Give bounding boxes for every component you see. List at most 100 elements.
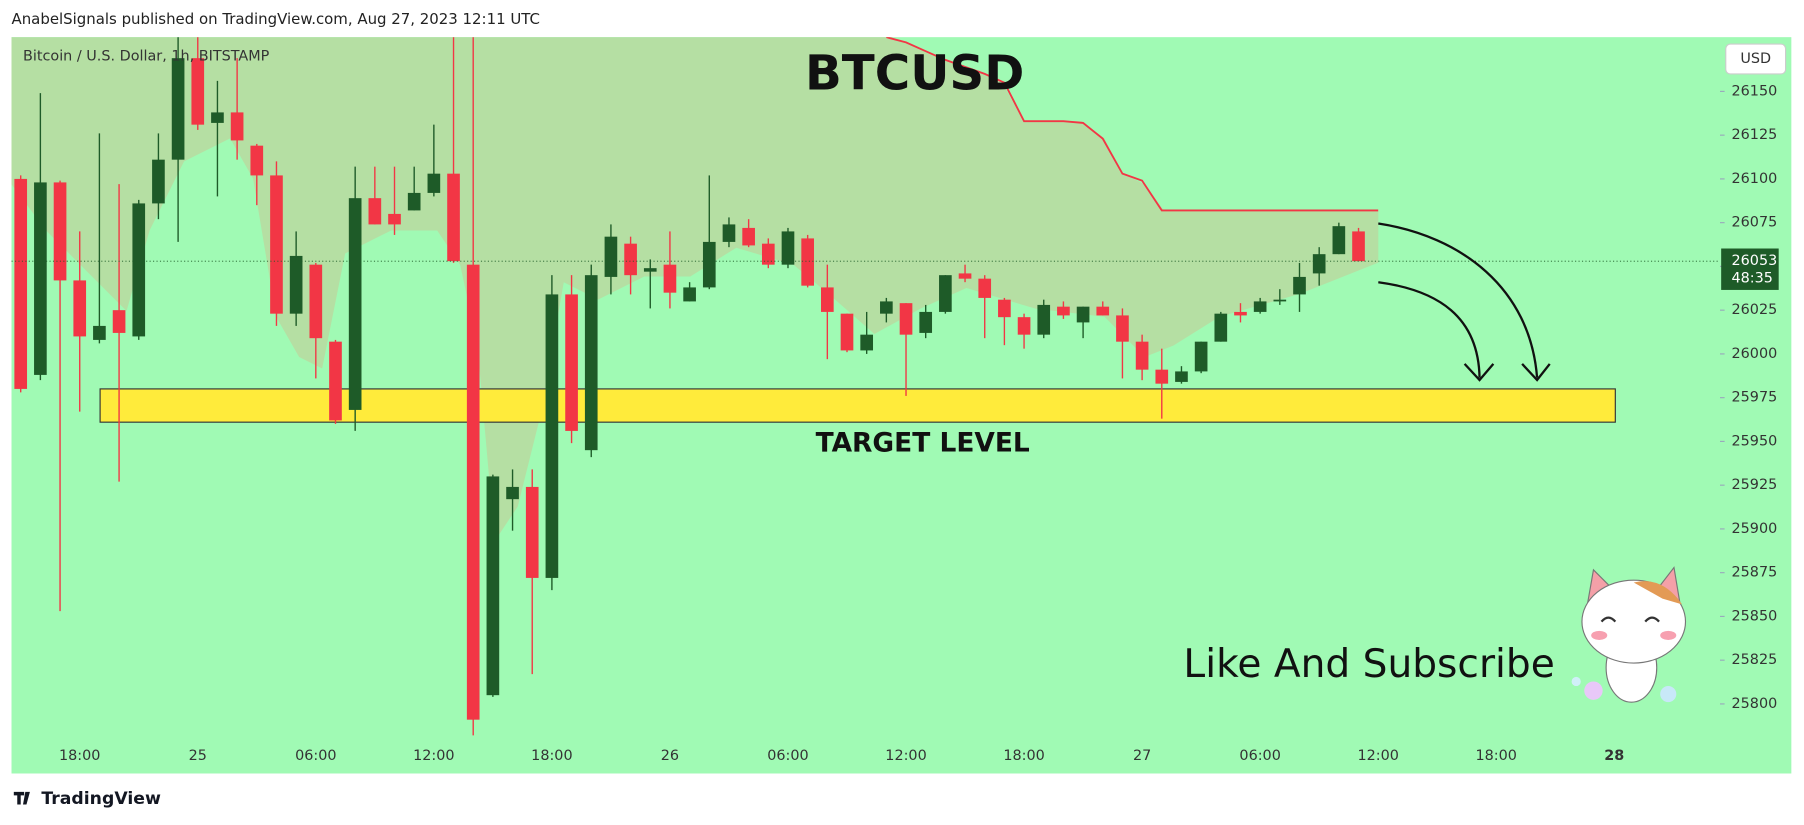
x-tick-label: 25 bbox=[189, 748, 207, 764]
candle-body bbox=[525, 486, 539, 578]
indicator-line bbox=[886, 37, 1379, 212]
candle-body bbox=[53, 182, 67, 281]
candle-body bbox=[1096, 306, 1110, 316]
candle-body bbox=[958, 273, 972, 279]
indicator-band bbox=[11, 37, 1379, 542]
candle-body bbox=[1312, 254, 1326, 274]
x-tick-label: 12:00 bbox=[1357, 748, 1398, 764]
x-tick-label: 18:00 bbox=[1476, 748, 1517, 764]
candle-body bbox=[663, 264, 677, 293]
candle-body bbox=[486, 476, 500, 696]
currency-box bbox=[1725, 43, 1787, 75]
candle-body bbox=[329, 341, 342, 421]
y-tick-label: 25900 bbox=[1732, 521, 1778, 537]
candle-body bbox=[939, 275, 952, 312]
sticker bbox=[1571, 566, 1687, 703]
candle-body bbox=[899, 303, 913, 335]
candle-body bbox=[1037, 304, 1051, 335]
price-box bbox=[1721, 248, 1779, 290]
candle-body bbox=[702, 241, 716, 288]
candle-body bbox=[1017, 317, 1031, 335]
x-tick-label: 28 bbox=[1604, 748, 1624, 764]
candle-body bbox=[1332, 226, 1346, 255]
y-tick-label: 25825 bbox=[1732, 652, 1778, 668]
candle-body bbox=[860, 334, 874, 351]
candle-body bbox=[1076, 306, 1090, 323]
currency-label: USD bbox=[1740, 51, 1771, 67]
x-tick-label: 18:00 bbox=[59, 748, 100, 764]
candle-body bbox=[821, 287, 834, 312]
arrows bbox=[1378, 222, 1551, 382]
candle-body bbox=[230, 112, 244, 141]
candle-body bbox=[506, 486, 519, 500]
candle-body bbox=[1155, 369, 1169, 384]
candle-body bbox=[93, 325, 106, 340]
candle-body bbox=[1234, 311, 1247, 316]
target-label: TARGET LEVEL bbox=[816, 428, 1030, 459]
x-tick-label: 12:00 bbox=[885, 748, 926, 764]
candle-body bbox=[211, 112, 224, 123]
candle-body bbox=[289, 255, 303, 314]
plot-layer bbox=[11, 37, 1721, 736]
candle-body bbox=[1135, 341, 1149, 370]
annotation: Like And Subscribe bbox=[1183, 642, 1554, 687]
candle-body bbox=[998, 299, 1011, 318]
candle-body bbox=[1253, 301, 1267, 312]
y-tick-label: 26100 bbox=[1732, 171, 1778, 187]
candle-body bbox=[761, 243, 775, 265]
candle-body bbox=[309, 264, 323, 339]
candle-body bbox=[348, 198, 362, 410]
candle-body bbox=[683, 287, 696, 302]
candle-body bbox=[801, 238, 814, 286]
candle-body bbox=[624, 243, 637, 276]
footer-brand: TradingView bbox=[41, 789, 161, 809]
candle-body bbox=[978, 278, 992, 298]
x-tick-label: 06:00 bbox=[1239, 748, 1280, 764]
candle-body bbox=[368, 198, 382, 225]
y-tick-label: 26000 bbox=[1732, 346, 1778, 362]
y-tick-label: 26075 bbox=[1732, 215, 1778, 231]
candle-body bbox=[1057, 306, 1070, 316]
arrowhead bbox=[1521, 363, 1551, 382]
x-tick-label: 27 bbox=[1133, 748, 1151, 764]
candle-body bbox=[270, 175, 283, 314]
candle-body bbox=[152, 159, 165, 204]
y-tick-label: 26150 bbox=[1732, 83, 1778, 99]
candle-body bbox=[1352, 231, 1365, 262]
candle-body bbox=[447, 173, 460, 262]
candle-body bbox=[73, 280, 87, 337]
candle-body bbox=[407, 192, 421, 211]
candle-body bbox=[427, 173, 441, 193]
arrow bbox=[1378, 281, 1481, 378]
x-tick-label: 18:00 bbox=[531, 748, 572, 764]
x-tick-label: 18:00 bbox=[1003, 748, 1044, 764]
candle-body bbox=[34, 182, 47, 375]
candle-body bbox=[132, 203, 146, 337]
y-tick-label: 25875 bbox=[1732, 565, 1778, 581]
y-tick-label: 25950 bbox=[1732, 433, 1778, 449]
y-tick-label: 25850 bbox=[1732, 608, 1778, 624]
candle-body bbox=[171, 58, 185, 160]
candle-body bbox=[388, 213, 401, 225]
candle-body bbox=[880, 301, 893, 314]
candle-body bbox=[643, 268, 657, 272]
candle-body bbox=[14, 178, 28, 389]
candle-body bbox=[1194, 341, 1208, 372]
x-tick-label: 26 bbox=[661, 748, 679, 764]
footer-logo bbox=[13, 791, 30, 805]
candle-body bbox=[112, 310, 126, 333]
countdown-label: 48:35 bbox=[1732, 270, 1773, 286]
candle-body bbox=[840, 313, 854, 351]
publish-info: AnabelSignals published on TradingView.c… bbox=[12, 10, 540, 28]
symbol-info: Bitcoin / U.S. Dollar, 1h, BITSTAMP bbox=[23, 49, 270, 65]
target-zone bbox=[99, 388, 1616, 423]
candle-body bbox=[466, 264, 480, 720]
candle-body bbox=[1273, 299, 1287, 302]
candle-body bbox=[742, 227, 755, 246]
price-label: 26053 bbox=[1732, 253, 1778, 269]
arrow bbox=[1378, 222, 1539, 378]
candle-body bbox=[191, 58, 205, 125]
candle-body bbox=[545, 294, 559, 578]
candle-body bbox=[1293, 276, 1306, 295]
